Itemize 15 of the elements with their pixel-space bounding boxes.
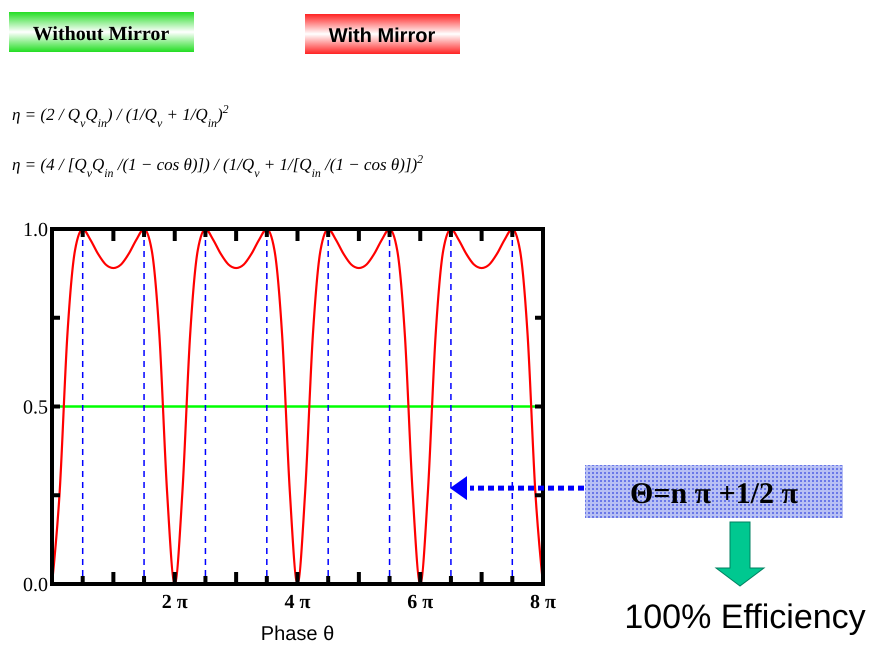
text-box: Θ=n π +1/2 π	[585, 465, 843, 518]
x-tick-label: 8 π	[530, 591, 556, 613]
x-tick-label: 4 π	[284, 591, 311, 613]
y-tick-label: 0.5	[23, 396, 48, 418]
text-box: Without Mirror	[9, 12, 194, 52]
text: η = (2 / Q$_{v}$Q$_{in}$) / (1/Q$_{v}$ + 1/Q$_{in}$)$^{2}$	[12, 102, 229, 130]
text: 100% Efficiency	[624, 598, 866, 636]
x-tick-label: 2 π	[162, 591, 188, 613]
text: η = (4 / [Q$_{v}$Q$_{in}$ /(1 − cos θ)]) / (1/Q$_{v}$ + 1/[Q$_{in}$ /(1 − cos θ)])$^{2}$	[12, 152, 424, 180]
x-axis-title: Phase θ	[260, 623, 334, 645]
y-tick-label: 0.0	[23, 574, 48, 596]
y-tick-label: 1.0	[23, 219, 48, 241]
x-tick-label: 6 π	[407, 591, 434, 613]
line-series	[50, 228, 544, 586]
text-box: With Mirror	[305, 14, 460, 54]
